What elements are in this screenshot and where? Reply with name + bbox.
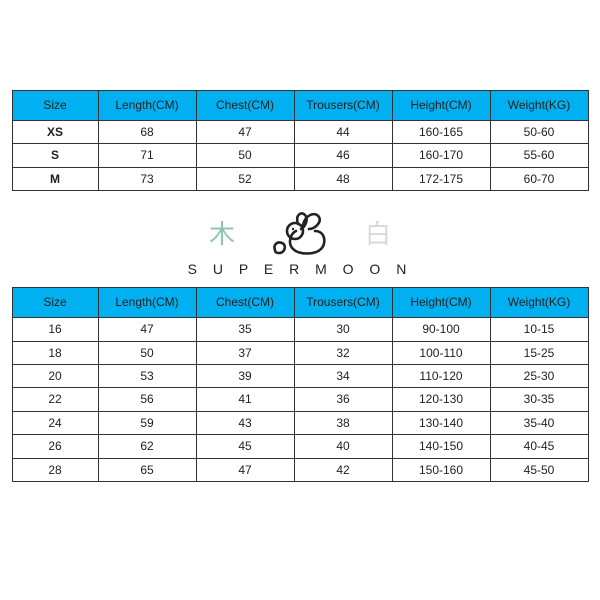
table-cell: 28 — [12, 458, 98, 481]
column-header: Chest(CM) — [196, 91, 294, 121]
table-cell: 50 — [196, 144, 294, 167]
table-header-row: SizeLength(CM)Chest(CM)Trousers(CM)Heigh… — [12, 288, 588, 318]
table-cell: 160-170 — [392, 144, 490, 167]
table-header-row: SizeLength(CM)Chest(CM)Trousers(CM)Heigh… — [12, 91, 588, 121]
table-cell: 60-70 — [490, 167, 588, 190]
table-cell: 32 — [294, 341, 392, 364]
left-chinese-char: 木 — [209, 214, 235, 251]
table-cell: XS — [12, 121, 98, 144]
table-row: S715046160-17055-60 — [12, 144, 588, 167]
table-row: 22564136120-13030-35 — [12, 388, 588, 411]
table-cell: 48 — [294, 167, 392, 190]
table-cell: 46 — [294, 144, 392, 167]
table-cell: 36 — [294, 388, 392, 411]
column-header: Height(CM) — [392, 91, 490, 121]
table-row: 26624540140-15040-45 — [12, 435, 588, 458]
table-cell: 15-25 — [490, 341, 588, 364]
table-cell: 53 — [98, 364, 196, 387]
column-header: Size — [12, 288, 98, 318]
table-cell: 44 — [294, 121, 392, 144]
brand-logo-row: 木 — [209, 209, 391, 255]
table-cell: 45 — [196, 435, 294, 458]
table-cell: 24 — [12, 411, 98, 434]
column-header: Chest(CM) — [196, 288, 294, 318]
rabbit-icon — [265, 209, 335, 255]
kids-size-table: SizeLength(CM)Chest(CM)Trousers(CM)Heigh… — [12, 287, 589, 482]
table-cell: 73 — [98, 167, 196, 190]
table-cell: M — [12, 167, 98, 190]
table-cell: 55-60 — [490, 144, 588, 167]
table-cell: 18 — [12, 341, 98, 364]
table-cell: 30 — [294, 318, 392, 341]
column-header: Trousers(CM) — [294, 288, 392, 318]
table-row: 18503732100-11015-25 — [12, 341, 588, 364]
table-cell: 90-100 — [392, 318, 490, 341]
table-cell: 45-50 — [490, 458, 588, 481]
table-cell: 39 — [196, 364, 294, 387]
table-row: XS684744160-16550-60 — [12, 121, 588, 144]
table-cell: 59 — [98, 411, 196, 434]
table-cell: 26 — [12, 435, 98, 458]
table-cell: 35-40 — [490, 411, 588, 434]
table-cell: 52 — [196, 167, 294, 190]
column-header: Weight(KG) — [490, 91, 588, 121]
table-cell: 35 — [196, 318, 294, 341]
table-cell: 71 — [98, 144, 196, 167]
table-cell: 16 — [12, 318, 98, 341]
table-cell: 140-150 — [392, 435, 490, 458]
right-chinese-char: 白 — [365, 214, 391, 251]
column-header: Length(CM) — [98, 288, 196, 318]
table-cell: 10-15 — [490, 318, 588, 341]
column-header: Trousers(CM) — [294, 91, 392, 121]
table-cell: 120-130 — [392, 388, 490, 411]
table-cell: 50-60 — [490, 121, 588, 144]
table-cell: 30-35 — [490, 388, 588, 411]
table-row: 20533934110-12025-30 — [12, 364, 588, 387]
table-row: M735248172-17560-70 — [12, 167, 588, 190]
page-root: SizeLength(CM)Chest(CM)Trousers(CM)Heigh… — [0, 0, 600, 600]
table-cell: 25-30 — [490, 364, 588, 387]
table-cell: 41 — [196, 388, 294, 411]
column-header: Length(CM) — [98, 91, 196, 121]
table-cell: 100-110 — [392, 341, 490, 364]
table-cell: 38 — [294, 411, 392, 434]
brand-name: S U P E R M O O N — [188, 261, 413, 277]
table-cell: 56 — [98, 388, 196, 411]
table-cell: 47 — [196, 121, 294, 144]
table-row: 28654742150-16045-50 — [12, 458, 588, 481]
table-cell: 65 — [98, 458, 196, 481]
table-cell: 34 — [294, 364, 392, 387]
table-cell: S — [12, 144, 98, 167]
table-cell: 160-165 — [392, 121, 490, 144]
table-cell: 47 — [98, 318, 196, 341]
table-cell: 110-120 — [392, 364, 490, 387]
table-cell: 40 — [294, 435, 392, 458]
table-row: 1647353090-10010-15 — [12, 318, 588, 341]
table-cell: 62 — [98, 435, 196, 458]
table-cell: 43 — [196, 411, 294, 434]
table-cell: 150-160 — [392, 458, 490, 481]
column-header: Height(CM) — [392, 288, 490, 318]
table-cell: 50 — [98, 341, 196, 364]
adult-size-table: SizeLength(CM)Chest(CM)Trousers(CM)Heigh… — [12, 90, 589, 191]
column-header: Weight(KG) — [490, 288, 588, 318]
column-header: Size — [12, 91, 98, 121]
table-cell: 42 — [294, 458, 392, 481]
table-cell: 37 — [196, 341, 294, 364]
table-cell: 20 — [12, 364, 98, 387]
table-cell: 47 — [196, 458, 294, 481]
table-cell: 130-140 — [392, 411, 490, 434]
table-cell: 22 — [12, 388, 98, 411]
brand-logo-block: 木 — [188, 209, 413, 277]
table-cell: 172-175 — [392, 167, 490, 190]
table-row: 24594338130-14035-40 — [12, 411, 588, 434]
table-cell: 40-45 — [490, 435, 588, 458]
table-cell: 68 — [98, 121, 196, 144]
